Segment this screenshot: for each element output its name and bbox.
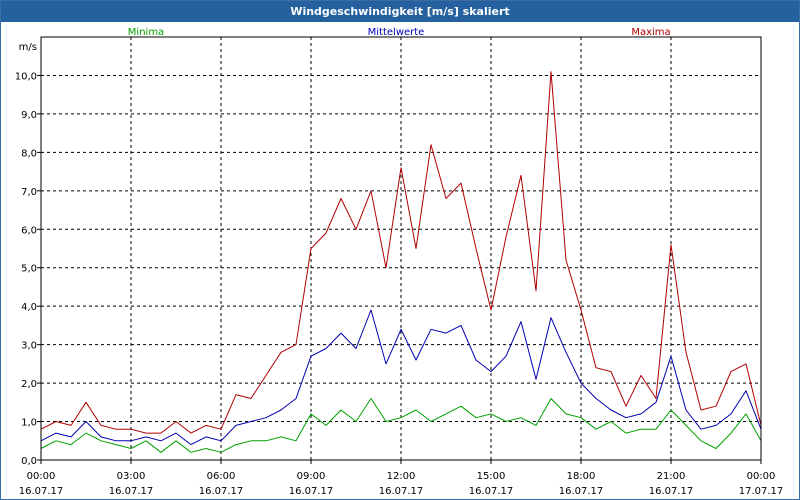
y-tick-label: 5,0	[21, 264, 37, 275]
window-title: Windgeschwindigkeit [m/s] skaliert	[1, 1, 799, 22]
series-line-minima	[40, 398, 762, 453]
y-tick-label: 7,0	[21, 187, 37, 198]
legend: Minima Mittelwerte Maxima	[128, 27, 671, 38]
x-axis: 00:00 16.07.17 03:00 16.07.17 06:00 16.07.17 0…	[19, 460, 784, 497]
x-tick-date: 17.07.17	[739, 486, 784, 497]
y-axis: 0,0 1,0 2,0 3,0 4,0 5,0 6,0 7,0 8,0 9,0 10,0 m/s	[15, 42, 41, 467]
x-tick-time: 18:00	[567, 471, 596, 482]
x-tick-time: 00:00	[747, 471, 776, 482]
y-tick-label: 10,0	[15, 71, 37, 82]
legend-entry-mittelwerte: Mittelwerte	[368, 27, 425, 38]
y-tick-label: 6,0	[21, 225, 37, 236]
x-tick-date: 16.07.17	[19, 486, 64, 497]
x-tick-date: 16.07.17	[649, 486, 694, 497]
y-tick-label: 8,0	[21, 148, 37, 159]
series-line-maxima	[40, 71, 762, 434]
y-tick-label: 4,0	[21, 302, 37, 313]
y-tick-label: 2,0	[21, 379, 37, 390]
x-tick-time: 15:00	[477, 471, 506, 482]
y-tick-label: 9,0	[21, 110, 37, 121]
legend-entry-minima: Minima	[128, 27, 164, 38]
x-tick-date: 16.07.17	[109, 486, 154, 497]
y-tick-label: 1,0	[21, 418, 37, 429]
x-tick-time: 21:00	[657, 471, 686, 482]
x-tick-date: 16.07.17	[469, 486, 514, 497]
y-tick-label: 0,0	[21, 456, 37, 467]
x-tick-time: 00:00	[27, 471, 56, 482]
x-tick-date: 16.07.17	[289, 486, 334, 497]
x-tick-date: 16.07.17	[559, 486, 604, 497]
x-tick-time: 06:00	[207, 471, 236, 482]
x-tick-time: 03:00	[117, 471, 146, 482]
x-tick-time: 12:00	[387, 471, 416, 482]
legend-entry-maxima: Maxima	[631, 27, 670, 38]
x-tick-date: 16.07.17	[379, 486, 424, 497]
y-axis-unit: m/s	[19, 42, 37, 53]
y-tick-label: 3,0	[21, 341, 37, 352]
grid	[41, 37, 761, 461]
x-tick-time: 09:00	[297, 471, 326, 482]
series-line-mittelwerte	[40, 309, 762, 446]
series-lines	[40, 71, 762, 453]
x-tick-date: 16.07.17	[199, 486, 244, 497]
chart: Minima Mittelwerte Maxima 0,0 1,0 2,0 3,0 4,0 5…	[15, 27, 784, 497]
